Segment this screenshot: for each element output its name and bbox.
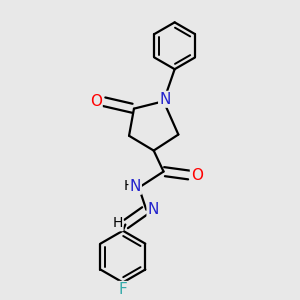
Text: N: N: [130, 179, 141, 194]
Text: O: O: [191, 168, 203, 183]
Text: F: F: [118, 282, 127, 297]
Text: N: N: [159, 92, 170, 107]
Text: H: H: [112, 216, 123, 230]
Text: O: O: [90, 94, 102, 109]
Text: N: N: [148, 202, 159, 217]
Text: H: H: [124, 179, 134, 193]
